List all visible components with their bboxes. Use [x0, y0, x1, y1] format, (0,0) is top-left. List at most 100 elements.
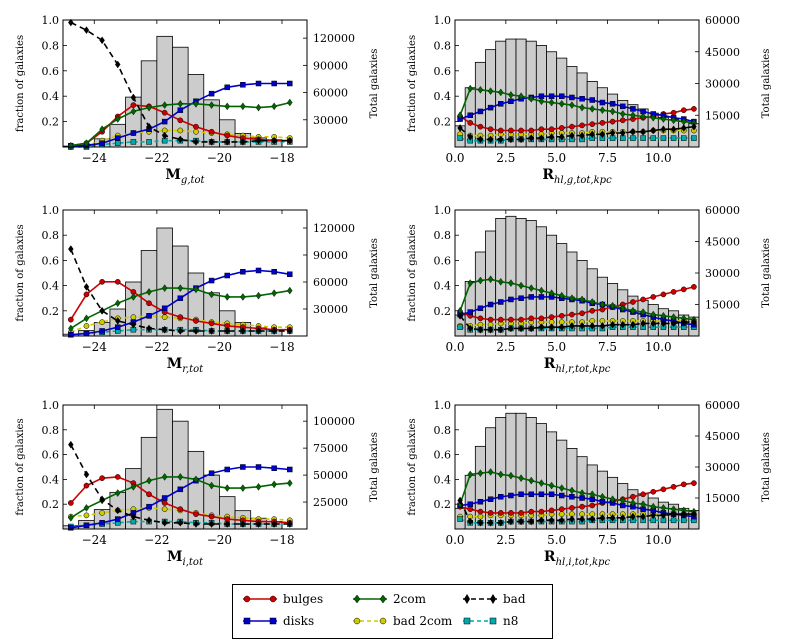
y2-tick-label: 25000 [313, 496, 348, 509]
point-n8 [114, 140, 121, 146]
point-bad [630, 127, 636, 136]
point-twocom [287, 479, 293, 487]
y2-tick-label: 30000 [705, 461, 740, 474]
hist-bar [187, 74, 205, 148]
y2-tick-label: 100000 [313, 415, 355, 428]
point-twocom [620, 110, 626, 118]
point-bad [68, 245, 74, 253]
point-twocom [224, 484, 230, 492]
point-disks [255, 80, 262, 87]
point-n8 [691, 135, 697, 141]
point-bad [599, 130, 606, 139]
point-bulges [579, 310, 585, 317]
point-twocom [640, 500, 646, 509]
point-bad [161, 131, 168, 140]
x-axis-label: Rhl,g,tot,kpc [542, 167, 612, 186]
y-tick-label: 0.4 [42, 473, 60, 486]
point-n8 [660, 135, 667, 141]
point-disks [161, 118, 168, 125]
point-bad [640, 319, 646, 328]
point-twocom [255, 482, 262, 491]
y2-axis-label: Total galaxies [761, 432, 772, 502]
point-twocom [609, 301, 616, 310]
point-disks [579, 95, 585, 102]
point-n8 [630, 135, 636, 141]
point-bad2com [477, 513, 484, 520]
point-bulges [508, 127, 514, 134]
point-twocom [467, 470, 473, 479]
x-tick-label: −24 [82, 340, 108, 354]
point-bad [548, 323, 555, 332]
point-twocom [271, 102, 277, 111]
point-bulges [130, 102, 137, 108]
x-tick-label: 10.0 [645, 151, 672, 165]
point-bad [240, 138, 246, 146]
point-twocom [670, 116, 677, 125]
point-disks [487, 104, 494, 111]
y-tick-label: 1.0 [434, 204, 452, 217]
point-bad [487, 135, 494, 144]
x-tick-label: −20 [207, 533, 232, 547]
point-bulges [177, 506, 184, 513]
point-twocom [467, 279, 473, 287]
point-twocom [177, 284, 184, 292]
point-disks [68, 525, 74, 531]
point-bulges [177, 314, 184, 320]
y-tick-label: 0.8 [42, 39, 60, 52]
point-bulges [477, 123, 484, 130]
y-tick-label: 0.6 [434, 254, 452, 267]
y-tick-label: 0.4 [42, 280, 60, 293]
point-disks [208, 277, 215, 284]
point-bad [130, 512, 137, 521]
point-bulges [599, 120, 606, 126]
point-bulges [99, 278, 105, 285]
y-tick-label: 0.4 [434, 280, 452, 293]
point-bad [538, 323, 545, 332]
point-bad [477, 325, 484, 334]
y2-axis-label: Total galaxies [761, 49, 772, 119]
point-twocom [224, 102, 230, 111]
y2-tick-label: 45000 [705, 236, 740, 249]
point-twocom [569, 486, 575, 495]
point-bad [579, 515, 585, 523]
x-axis-label: Rhl,r,tot,kpc [544, 356, 611, 375]
point-bulges [114, 474, 121, 480]
point-twocom [255, 103, 262, 112]
point-bad [68, 18, 74, 27]
point-bulges [680, 107, 687, 114]
point-twocom [498, 277, 504, 286]
point-twocom [650, 113, 656, 122]
point-twocom [193, 475, 199, 484]
point-bulges [477, 315, 484, 322]
x-tick-label: −22 [144, 151, 169, 165]
point-bad2com [161, 314, 168, 320]
point-bad [508, 135, 514, 144]
point-bad [538, 516, 545, 525]
point-bulges [467, 506, 474, 513]
point-bad [467, 517, 473, 526]
point-bad [650, 511, 656, 520]
point-bad [589, 515, 595, 523]
point-disks [518, 295, 524, 301]
point-disks [538, 294, 545, 300]
y-axis-label: fraction of galaxies [407, 35, 418, 132]
point-twocom [477, 469, 484, 478]
y-tick-label: 1.0 [42, 204, 60, 217]
point-disks [477, 498, 484, 505]
point-disks [287, 80, 293, 87]
point-bad [177, 327, 184, 335]
point-bulges [538, 126, 545, 133]
point-bulges [660, 291, 667, 298]
point-twocom [240, 293, 246, 301]
y2-axis-label: Total galaxies [761, 238, 772, 308]
point-twocom [528, 284, 534, 292]
point-bulges [146, 300, 152, 307]
point-bad [569, 515, 575, 523]
y2-tick-label: 120000 [313, 32, 355, 45]
x-tick-label: 0.0 [445, 533, 464, 547]
point-disks [559, 93, 565, 99]
point-bulges [83, 482, 90, 489]
legend-label-n8: n8 [503, 614, 519, 628]
y-tick-label: 0.6 [42, 449, 60, 462]
